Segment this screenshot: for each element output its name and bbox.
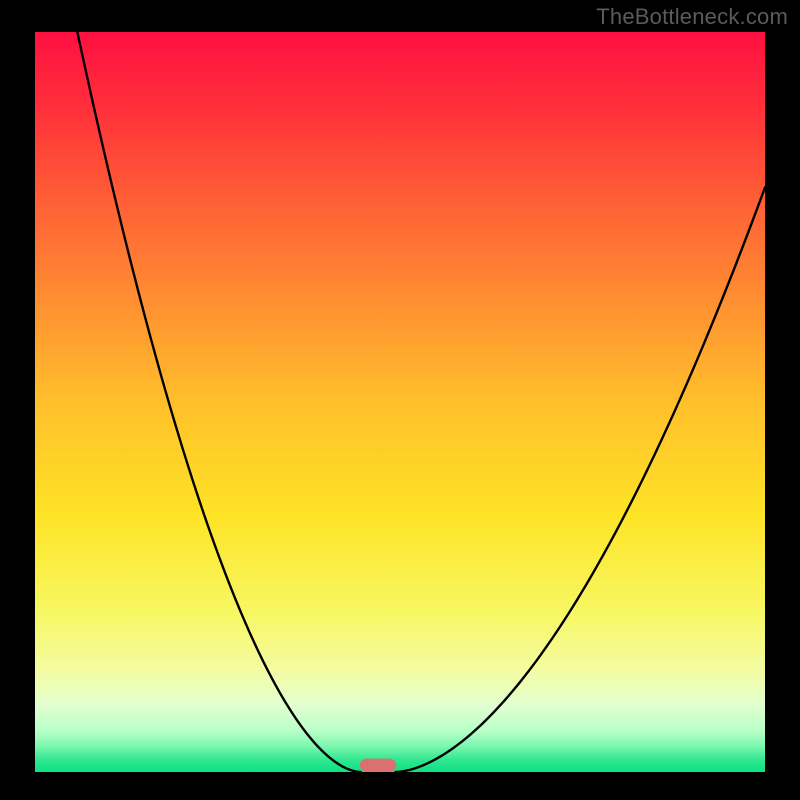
optimal-marker <box>360 759 397 772</box>
watermark-text: TheBottleneck.com <box>596 4 788 30</box>
chart-container: TheBottleneck.com <box>0 0 800 800</box>
plot-background <box>35 32 765 772</box>
chart-svg <box>0 0 800 800</box>
